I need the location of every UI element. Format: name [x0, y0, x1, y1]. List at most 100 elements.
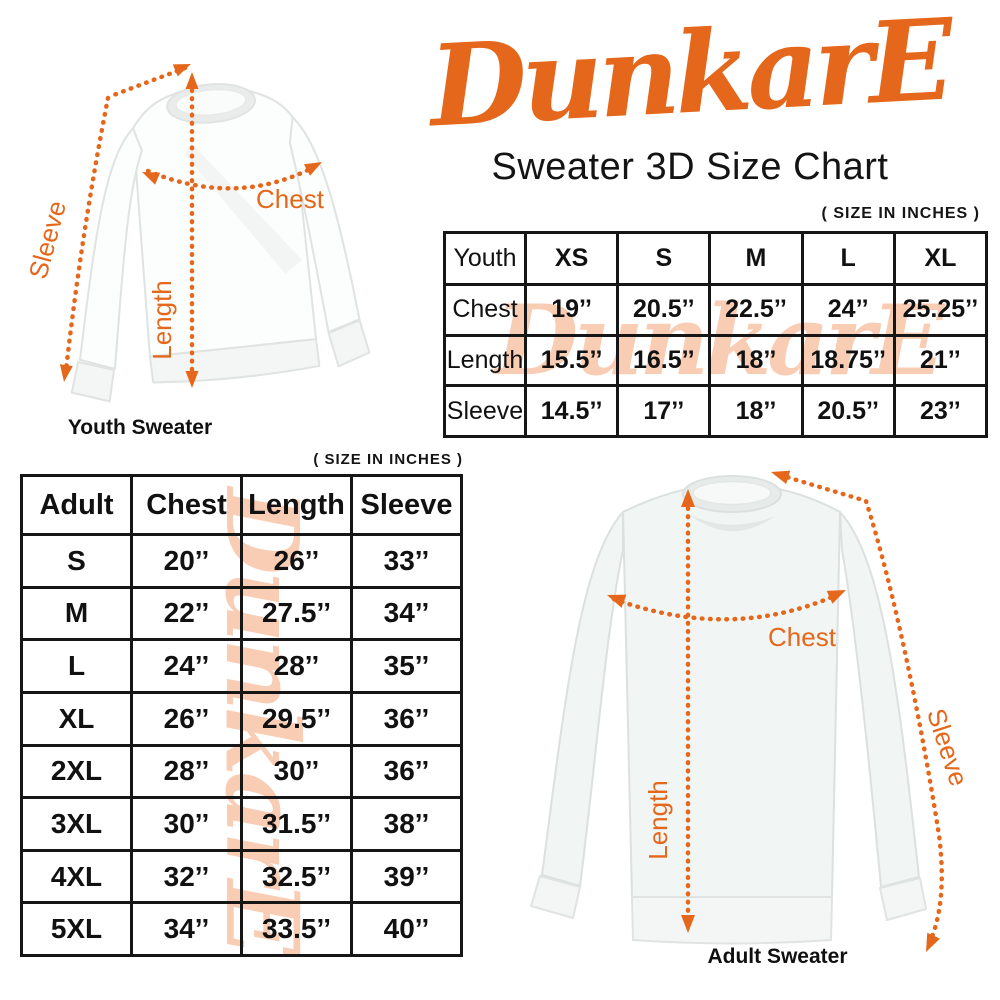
youth-chest-line — [145, 163, 319, 191]
adult-sleeve-label: Sleeve — [921, 705, 974, 790]
adult-col-chest: Chest — [130, 474, 243, 536]
size-unit-note-adult: ( SIZE IN INCHES ) — [313, 451, 463, 468]
adult-l-chest: 24’’ — [130, 638, 243, 694]
youth-length-label: Length — [147, 280, 177, 360]
youth-col-m: M — [708, 231, 804, 286]
youth-length-m: 18’’ — [708, 333, 804, 388]
adult-size-table-wrap: DunkarE Adult Chest Length Sleeve S 20’’… — [20, 474, 463, 957]
youth-sweater-caption: Youth Sweater — [67, 416, 213, 439]
youth-col-s: S — [616, 231, 712, 286]
adult-l-sleeve: 35’’ — [350, 638, 463, 694]
adult-row-s-label: S — [20, 533, 133, 589]
adult-sweater-illustration: Length Chest Sleeve — [530, 470, 974, 952]
youth-row-sleeve-label: Sleeve — [443, 384, 527, 438]
youth-length-s: 16.5’’ — [616, 333, 712, 388]
adult-5xl-length: 33.5’’ — [240, 901, 353, 957]
table-row: Chest 19’’ 20.5’’ 22.5’’ 24’’ 25.25’’ — [443, 283, 988, 337]
adult-5xl-sleeve: 40’’ — [350, 901, 463, 957]
youth-chest-label: Chest — [256, 184, 325, 214]
adult-4xl-sleeve: 39’’ — [350, 848, 463, 905]
youth-length-arrow-top-icon — [185, 72, 199, 89]
adult-chest-line — [611, 591, 842, 622]
youth-sweater-illustration: Sleeve Length Chest — [23, 64, 371, 403]
adult-col-sleeve: Sleeve — [350, 474, 463, 536]
youth-col-l: L — [800, 231, 896, 286]
adult-l-length: 28’’ — [240, 638, 353, 694]
youth-sleeve-line — [63, 95, 111, 373]
youth-size-table: Youth XS S M L XL Chest 19’’ 20.5’’ 22.5… — [443, 231, 988, 438]
youth-col-xs: XS — [523, 231, 620, 286]
youth-row-chest-label: Chest — [443, 283, 527, 337]
adult-row-4xl-label: 4XL — [20, 848, 133, 905]
adult-sweater-shape — [530, 475, 927, 945]
youth-sleeve-s: 17’’ — [616, 384, 712, 438]
youth-length-l: 18.75’’ — [800, 333, 896, 388]
adult-s-sleeve: 33’’ — [350, 533, 463, 589]
adult-row-5xl-label: 5XL — [20, 901, 133, 957]
table-row: M 22’’ 27.5’’ 34’’ — [20, 585, 463, 642]
adult-2xl-chest: 28’’ — [130, 743, 243, 800]
table-row: 2XL 28’’ 30’’ 36’’ — [20, 743, 463, 800]
youth-table-corner: Youth — [443, 231, 527, 286]
adult-length-label: Length — [643, 780, 673, 860]
adult-row-3xl-label: 3XL — [20, 796, 133, 852]
youth-sleeve-line-upper — [108, 65, 188, 99]
adult-sweater-diagram: Length Chest Sleeve — [480, 450, 1000, 1000]
adult-sleeve-arrow-top-icon — [771, 470, 791, 484]
youth-sleeve-m: 18’’ — [708, 384, 804, 438]
youth-length-xs: 15.5’’ — [523, 333, 620, 388]
adult-size-table: Adult Chest Length Sleeve S 20’’ 26’’ 33… — [20, 474, 463, 957]
adult-xl-chest: 26’’ — [130, 690, 243, 747]
table-row: Sleeve 14.5’’ 17’’ 18’’ 20.5’’ 23’’ — [443, 384, 988, 438]
youth-sleeve-l: 20.5’’ — [800, 384, 896, 438]
adult-chest-label: Chest — [768, 622, 837, 652]
youth-sleeve-arrow-bottom-icon — [59, 364, 73, 382]
table-row: 4XL 32’’ 32.5’’ 39’’ — [20, 848, 463, 905]
youth-col-xl: XL — [892, 231, 988, 286]
adult-length-arrow-top-icon — [681, 489, 695, 507]
adult-row-m-label: M — [20, 585, 133, 642]
youth-chest-arrow-right-icon — [303, 162, 322, 176]
youth-row-length-label: Length — [443, 333, 527, 388]
youth-length-arrow-bottom-icon — [185, 371, 199, 388]
table-row: 3XL 30’’ 31.5’’ 38’’ — [20, 796, 463, 852]
adult-m-length: 27.5’’ — [240, 585, 353, 642]
youth-chest-m: 22.5’’ — [708, 283, 804, 337]
table-row: XL 26’’ 29.5’’ 36’’ — [20, 690, 463, 747]
adult-xl-length: 29.5’’ — [240, 690, 353, 747]
adult-2xl-sleeve: 36’’ — [350, 743, 463, 800]
adult-s-length: 26’’ — [240, 533, 353, 589]
youth-chest-xs: 19’’ — [523, 283, 620, 337]
youth-chest-l: 24’’ — [800, 283, 896, 337]
table-row: S 20’’ 26’’ 33’’ — [20, 533, 463, 589]
adult-5xl-chest: 34’’ — [130, 901, 243, 957]
youth-sleeve-label: Sleeve — [23, 197, 73, 282]
adult-m-sleeve: 34’’ — [350, 585, 463, 642]
youth-sleeve-arrow-top-icon — [172, 64, 191, 77]
table-row: 5XL 34’’ 33.5’’ 40’’ — [20, 901, 463, 957]
youth-sweater-diagram: Sleeve Length Chest — [0, 30, 440, 450]
youth-sleeve-xl: 23’’ — [892, 384, 988, 438]
adult-4xl-length: 32.5’’ — [240, 848, 353, 905]
adult-xl-sleeve: 36’’ — [350, 690, 463, 747]
youth-size-table-wrap: DunkarE Youth XS S M L XL Chest 19’’ 20.… — [443, 231, 988, 438]
adult-row-2xl-label: 2XL — [20, 743, 133, 800]
size-unit-note-youth: ( SIZE IN INCHES ) — [821, 205, 980, 222]
adult-row-xl-label: XL — [20, 690, 133, 747]
youth-sleeve-xs: 14.5’’ — [523, 384, 620, 438]
adult-row-l-label: L — [20, 638, 133, 694]
adult-table-corner: Adult — [20, 474, 133, 536]
adult-length-arrow-bottom-icon — [681, 915, 695, 933]
page-title: Sweater 3D Size Chart — [491, 146, 889, 188]
adult-4xl-chest: 32’’ — [130, 848, 243, 905]
adult-m-chest: 22’’ — [130, 585, 243, 642]
adult-sweater-caption: Adult Sweater — [707, 945, 848, 968]
adult-chest-arrow-left-icon — [607, 594, 627, 608]
table-row: Length 15.5’’ 16.5’’ 18’’ 18.75’’ 21’’ — [443, 333, 988, 388]
adult-col-length: Length — [240, 474, 353, 536]
youth-length-xl: 21’’ — [892, 333, 988, 388]
adult-3xl-chest: 30’’ — [130, 796, 243, 852]
adult-2xl-length: 30’’ — [240, 743, 353, 800]
youth-chest-xl: 25.25’’ — [892, 283, 988, 337]
